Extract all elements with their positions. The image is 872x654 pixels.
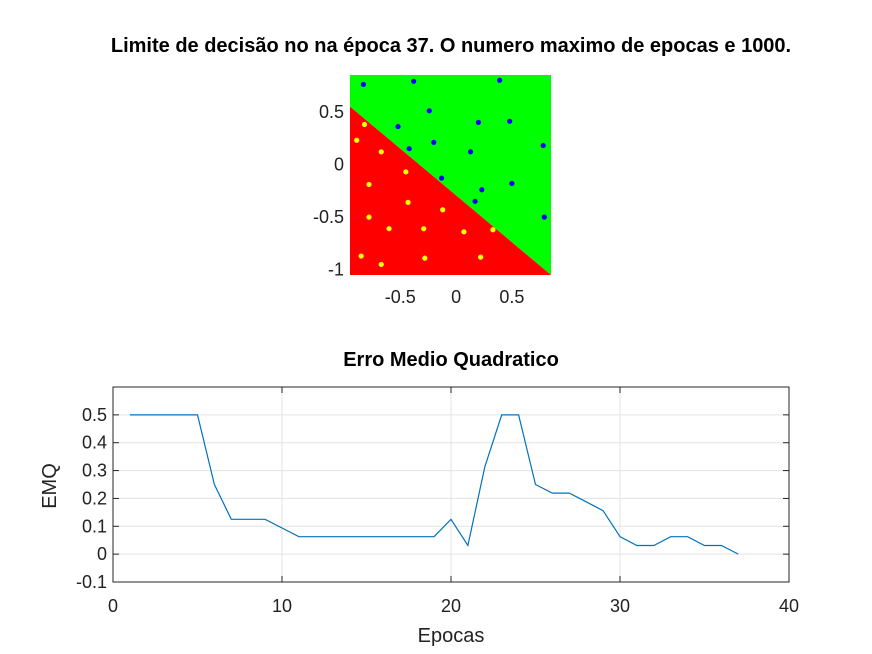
data-point-blue — [468, 149, 474, 155]
data-point-yellow — [378, 149, 384, 155]
data-point-blue — [438, 175, 445, 181]
data-point-yellow — [386, 226, 392, 232]
data-point-blue — [431, 139, 437, 145]
y-tick-label: 0.3 — [82, 461, 107, 481]
x-tick-label: 40 — [779, 596, 799, 616]
region-class-below — [350, 106, 551, 275]
x-tick-label: 0.5 — [499, 287, 524, 307]
data-point-yellow — [421, 226, 427, 232]
y-tick-label: 0.5 — [82, 405, 107, 425]
data-point-yellow — [403, 169, 409, 175]
data-point-yellow — [358, 253, 364, 259]
data-point-blue — [395, 123, 401, 130]
x-tick-label: 0 — [108, 596, 118, 616]
data-point-yellow — [354, 137, 360, 143]
x-tick-label: 10 — [272, 596, 292, 616]
y-tick-label: -0.5 — [313, 207, 344, 227]
y-tick-label: 0.5 — [319, 102, 344, 122]
mse-line-plot: 0 10 20 30 400.50.40.30.20.10-0.1 — [76, 386, 799, 616]
region-class-above — [350, 75, 551, 275]
y-tick-label: 0 — [334, 154, 344, 174]
data-point-yellow — [478, 254, 484, 260]
x-tick-label: 0 — [451, 287, 461, 307]
x-tick-label: 30 — [610, 596, 630, 616]
y-tick-label: -0.1 — [76, 572, 107, 592]
data-point-yellow — [461, 229, 467, 235]
data-point-blue — [472, 198, 478, 204]
decision-boundary-plot: -0.5 0 0.5 0.5 0 -0.5 -1 — [313, 75, 551, 307]
data-point-yellow — [361, 121, 368, 128]
y-tick-label: 0.2 — [82, 488, 107, 508]
data-point-blue — [360, 81, 366, 88]
mse-y-axis-label: EMQ — [39, 463, 61, 509]
data-point-blue — [479, 187, 485, 193]
data-point-blue — [540, 142, 546, 149]
data-point-yellow — [366, 214, 372, 220]
data-point-blue — [411, 78, 417, 84]
data-point-blue — [426, 108, 432, 114]
data-point-yellow — [422, 255, 428, 261]
y-tick-label: 0.4 — [82, 433, 107, 453]
data-point-blue — [406, 146, 412, 152]
data-point-yellow — [440, 207, 446, 213]
data-point-blue — [475, 119, 482, 125]
x-tick-label: 20 — [441, 596, 461, 616]
y-tick-label: -1 — [328, 260, 344, 280]
mse-series-line — [129, 414, 739, 555]
data-point-yellow — [490, 227, 496, 233]
data-point-blue — [541, 214, 547, 220]
data-point-blue — [507, 118, 513, 124]
data-point-blue — [509, 180, 515, 187]
mse-x-axis-label: Epocas — [418, 625, 485, 647]
y-tick-label: 0.1 — [82, 516, 107, 536]
data-point-blue — [497, 77, 503, 83]
decision-boundary-title: Limite de decisão no na época 37. O nume… — [111, 35, 791, 57]
mse-chart-title: Erro Medio Quadratico — [343, 349, 559, 371]
data-point-yellow — [378, 261, 384, 268]
y-tick-label: 0 — [97, 544, 107, 564]
x-tick-label: -0.5 — [385, 287, 416, 307]
data-point-yellow — [405, 199, 411, 205]
data-point-yellow — [366, 181, 372, 188]
